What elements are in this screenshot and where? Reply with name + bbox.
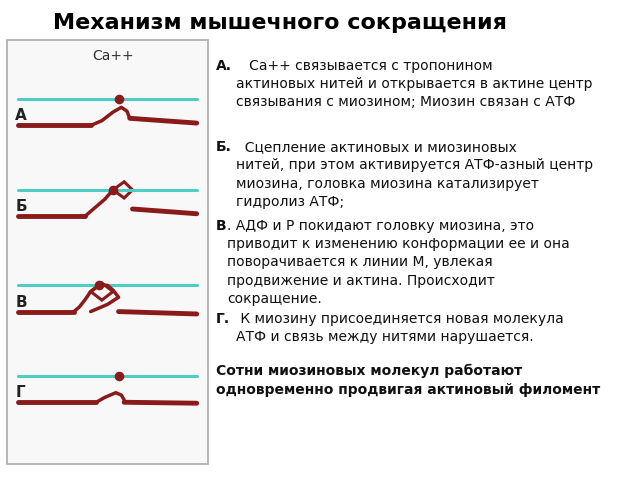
Text: Сцепление актиновых и миозиновых
нитей, при этом активируется АТФ-азный центр
ми: Сцепление актиновых и миозиновых нитей, … [236,140,593,209]
Text: А: А [15,108,27,123]
Text: К миозину присоединяется новая молекула
АТФ и связь между нитями нарушается.: К миозину присоединяется новая молекула … [236,312,563,344]
Point [113,96,124,103]
FancyBboxPatch shape [7,39,208,464]
Point [113,372,124,380]
Text: Г: Г [15,385,25,400]
Text: А.: А. [216,59,232,72]
Text: Ca++: Ca++ [92,49,134,63]
Text: Са++ связывается с тропонином
актиновых нитей и открывается в актине центр
связы: Са++ связывается с тропонином актиновых … [236,59,592,109]
Text: . АДФ и Р покидают головку миозина, это
приводит к изменению конформации ее и он: . АДФ и Р покидают головку миозина, это … [227,218,570,306]
Point [94,281,104,289]
Point [108,186,118,194]
Text: Б.: Б. [216,140,232,154]
Text: Г.: Г. [216,312,230,325]
Text: Сотни миозиновых молекул работают
одновременно продвигая актиновый филомент: Сотни миозиновых молекул работают одновр… [216,364,600,397]
Text: В: В [216,218,227,232]
Text: Б: Б [15,199,27,214]
Text: Механизм мышечного сокращения: Механизм мышечного сокращения [53,13,508,33]
Text: В: В [15,295,27,310]
